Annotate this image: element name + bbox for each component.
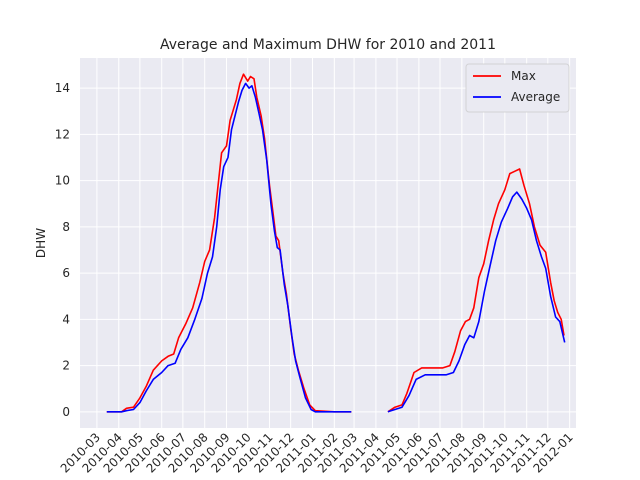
- y-ticks: 0 2 4 6 8 10 12 14: [55, 81, 70, 419]
- legend-label-max: Max: [511, 69, 536, 83]
- y-tick-label: 6: [62, 266, 70, 280]
- grid: [80, 58, 576, 428]
- legend-label-average: Average: [511, 90, 560, 104]
- chart-title: Average and Maximum DHW for 2010 and 201…: [160, 37, 496, 53]
- plot-background: [80, 58, 576, 428]
- series-line-average: [106, 82, 352, 413]
- y-tick-label: 12: [55, 127, 70, 141]
- series-layer: [106, 73, 566, 413]
- y-tick-label: 2: [62, 359, 70, 373]
- x-ticks: 2010-032010-042010-052010-062010-072010-…: [58, 430, 576, 475]
- y-tick-label: 0: [62, 405, 70, 419]
- legend: Max Average: [465, 63, 570, 113]
- y-tick-label: 8: [62, 220, 70, 234]
- series-average: [106, 82, 566, 413]
- y-tick-label: 14: [55, 81, 70, 95]
- series-line-max: [387, 168, 565, 413]
- series-line-average: [387, 191, 566, 413]
- y-tick-label: 4: [62, 312, 70, 326]
- y-axis-label: DHW: [34, 228, 48, 258]
- y-tick-label: 10: [55, 174, 70, 188]
